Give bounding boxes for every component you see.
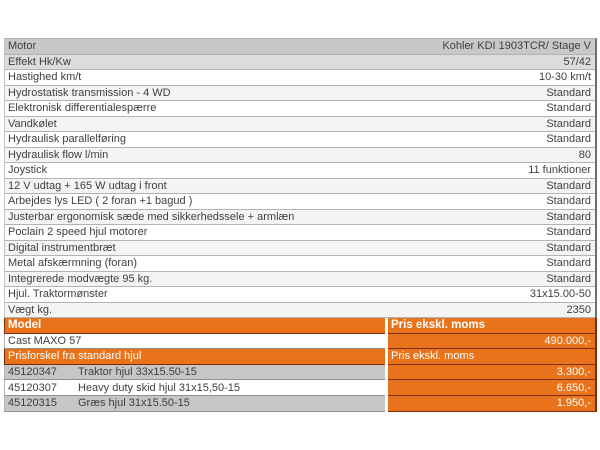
spec-row: Motor Kohler KDI 1903TCR/ Stage V [5,39,595,55]
spec-row: Metal afskærmning (foran) Standard [5,256,595,272]
spec-value: Standard [546,86,591,99]
spec-label: Effekt Hk/Kw [8,55,71,68]
option-price: 6.650,- [388,380,597,396]
model-price: 490.000,- [388,333,597,350]
spec-value: Standard [546,272,591,285]
spec-value: Standard [546,133,591,146]
spec-value: Standard [546,102,591,115]
spec-value: Standard [546,257,591,270]
spec-row: 12 V udtag + 165 W udtag i front Standar… [5,178,595,194]
spec-row: Justerbar ergonomisk sæde med sikkerheds… [5,209,595,225]
spec-row: Hydraulisk parallelføring Standard [5,132,595,148]
spec-value: 31x15.00-50 [529,288,591,301]
column-divider [385,318,388,334]
spec-value: Standard [546,226,591,239]
spec-table: Motor Kohler KDI 1903TCR/ Stage V Effekt… [4,38,597,318]
spec-label: Hydrostatisk transmission - 4 WD [8,86,171,99]
column-divider [385,395,388,412]
option-price: 1.950,- [388,395,597,412]
price-column-header: Pris ekskl. moms [388,318,597,334]
option-description: Græs hjul 31x15.50-15 [78,397,190,410]
spec-label: 12 V udtag + 165 W udtag i front [8,179,167,192]
spec-value: 2350 [566,303,591,316]
spec-label: Hastighed km/t [8,71,82,84]
spec-label: Hydraulisk parallelføring [8,133,126,146]
option-description: Heavy duty skid hjul 31x15,50-15 [78,381,241,394]
options-header-row: Prisforskel fra standard hjul Pris ekskl… [4,349,597,365]
option-sku: 45120347 [8,366,57,379]
spec-price-sheet: Motor Kohler KDI 1903TCR/ Stage V Effekt… [4,38,597,412]
options-price-column-header: Pris ekskl. moms [388,349,597,365]
spec-row: Hjul. Traktormønster 31x15.00-50 [5,287,595,303]
model-header-label: Model [4,318,385,334]
column-divider [385,364,388,381]
spec-row: Digital instrumentbræt Standard [5,240,595,256]
spec-row: Arbejdes lys LED ( 2 foran +1 bagud ) St… [5,194,595,210]
spec-row: Vægt kg. 2350 [5,302,595,318]
model-name: Cast MAXO 57 [4,333,385,350]
spec-value: 10-30 km/t [539,71,591,84]
options-header-label: Prisforskel fra standard hjul [4,349,385,365]
spec-value: Standard [546,195,591,208]
spec-label: Integrerede modvægte 95 kg. [8,272,153,285]
spec-label: Joystick [8,164,48,177]
option-description-cell: 45120307 Heavy duty skid hjul 31x15,50-1… [4,380,385,396]
spec-label: Digital instrumentbræt [8,241,116,254]
spec-label: Hjul. Traktormønster [8,288,108,301]
spec-value: Standard [546,210,591,223]
model-row: Cast MAXO 57 490.000,- [4,333,597,350]
spec-row: Integrerede modvægte 95 kg. Standard [5,271,595,287]
option-row: 45120307 Heavy duty skid hjul 31x15,50-1… [4,380,597,396]
option-sku: 45120307 [8,381,57,394]
option-row: 45120347 Traktor hjul 33x15.50-15 3.300,… [4,364,597,381]
column-divider [385,380,388,396]
spec-value: 57/42 [563,55,591,68]
spec-label: Vandkølet [8,117,57,130]
column-divider [385,333,388,350]
spec-label: Justerbar ergonomisk sæde med sikkerheds… [8,210,295,223]
option-description-cell: 45120315 Græs hjul 31x15.50-15 [4,395,385,412]
spec-label: Vægt kg. [8,303,53,316]
spec-label: Hydraulisk flow l/min [8,148,109,161]
option-price: 3.300,- [388,364,597,381]
spec-label: Arbejdes lys LED ( 2 foran +1 bagud ) [8,195,193,208]
option-row: 45120315 Græs hjul 31x15.50-15 1.950,- [4,395,597,412]
spec-row: Elektronisk differentialespærre Standard [5,101,595,117]
spec-value: 80 [578,148,591,161]
spec-row: Vandkølet Standard [5,116,595,132]
spec-row: Effekt Hk/Kw 57/42 [5,54,595,70]
price-table: Model Pris ekskl. moms Cast MAXO 57 490.… [4,318,597,412]
spec-value: Standard [546,241,591,254]
column-divider [385,349,388,365]
option-description: Traktor hjul 33x15.50-15 [78,366,197,379]
spec-value: Kohler KDI 1903TCR/ Stage V [442,40,591,53]
spec-row: Poclain 2 speed hjul motorer Standard [5,225,595,241]
spec-value: 11 funktioner [528,164,591,177]
spec-label: Metal afskærmning (foran) [8,257,137,270]
spec-value: Standard [546,179,591,192]
spec-label: Poclain 2 speed hjul motorer [8,226,148,239]
spec-row: Hydraulisk flow l/min 80 [5,147,595,163]
spec-row: Joystick 11 funktioner [5,163,595,179]
spec-row: Hydrostatisk transmission - 4 WD Standar… [5,85,595,101]
option-description-cell: 45120347 Traktor hjul 33x15.50-15 [4,364,385,381]
model-header-row: Model Pris ekskl. moms [4,318,597,334]
spec-label: Elektronisk differentialespærre [8,102,157,115]
spec-label: Motor [8,40,37,53]
spec-row: Hastighed km/t 10-30 km/t [5,70,595,86]
spec-value: Standard [546,117,591,130]
option-sku: 45120315 [8,397,57,410]
